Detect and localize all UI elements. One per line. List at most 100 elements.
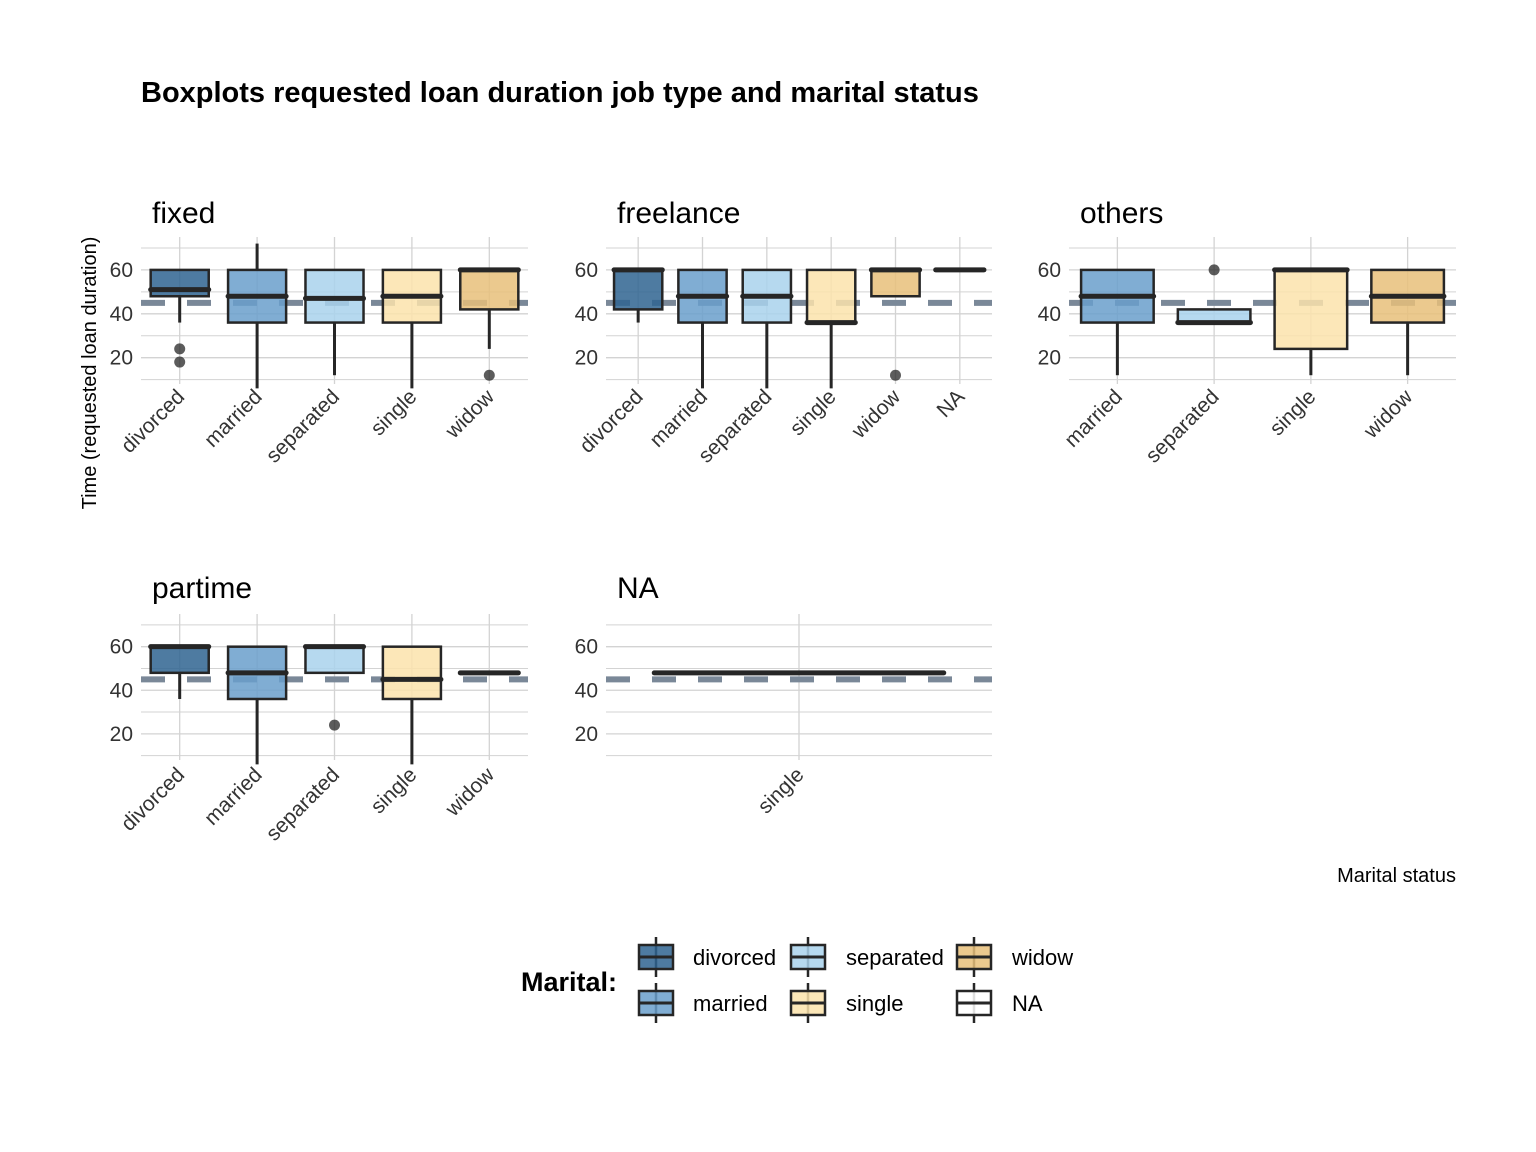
x-tick-label: married (200, 763, 267, 830)
y-tick-label: 20 (110, 347, 133, 370)
y-tick-label: 20 (575, 723, 598, 746)
legend-label: widow (1011, 945, 1073, 970)
x-tick-label: separated (1141, 385, 1223, 467)
panel-2: others 20 40 60 married separated single widow (1038, 197, 1456, 468)
box-divorced (611, 267, 665, 323)
box-married (1078, 268, 1157, 376)
legend-key-married (637, 983, 675, 1023)
x-tick-label: single (753, 763, 808, 818)
legend-label: separated (846, 945, 944, 970)
box-body (870, 268, 921, 298)
box-separated (302, 644, 367, 731)
outlier-point (174, 343, 186, 355)
box-body (805, 268, 857, 324)
x-tick-label: single (366, 763, 421, 818)
panel-strip-label: NA (617, 572, 659, 605)
y-axis-title: Time (requested loan duration) (79, 237, 101, 510)
legend-key-single (789, 983, 827, 1023)
outlier-point (890, 369, 901, 381)
box-single (380, 645, 444, 765)
box-NA (933, 267, 987, 273)
legend-label: single (846, 991, 903, 1016)
box-married (225, 243, 289, 389)
y-tick-label: 60 (110, 636, 133, 659)
box-body (1273, 268, 1349, 351)
x-tick-label: single (1265, 385, 1320, 440)
x-tick-label: divorced (117, 385, 189, 457)
x-tick-label: separated (262, 385, 344, 467)
box-separated (1175, 264, 1253, 326)
x-tick-label: widow (441, 763, 500, 822)
x-tick-label: single (786, 385, 841, 440)
y-tick-label: 40 (110, 303, 133, 326)
box-married (225, 645, 289, 765)
panel-strip-label: others (1080, 197, 1163, 230)
box-single (804, 268, 858, 389)
box-married (675, 268, 730, 389)
x-tick-label: separated (262, 763, 344, 845)
legend: Marital: divorced separated widow married si… (521, 937, 1073, 1023)
outlier-point (174, 356, 186, 368)
legend-title: Marital: (521, 967, 617, 997)
box-single (1272, 267, 1350, 376)
legend-label: married (693, 991, 768, 1016)
box-body (459, 268, 520, 311)
x-tick-label: NA (932, 385, 969, 422)
box-widow (457, 267, 521, 381)
legend-key-separated (789, 937, 827, 977)
x-tick-label: widow (1359, 385, 1418, 444)
box-single (380, 268, 444, 389)
outlier-point (329, 719, 340, 731)
y-tick-label: 60 (575, 636, 598, 659)
legend-label: NA (1012, 991, 1043, 1016)
y-tick-label: 40 (575, 679, 598, 702)
panel-strip-label: freelance (617, 197, 740, 230)
outlier-point (1208, 264, 1220, 276)
panel-4: NA 20 40 60 single (575, 572, 992, 818)
box-divorced (148, 644, 212, 699)
y-tick-label: 40 (1038, 303, 1061, 326)
x-tick-label: single (366, 385, 421, 440)
y-tick-label: 60 (110, 259, 133, 282)
outlier-point (483, 369, 495, 381)
box-body (149, 268, 210, 298)
legend-key-divorced (637, 937, 675, 977)
box-widow (868, 267, 923, 381)
x-axis-title: Marital status (1337, 865, 1456, 887)
y-tick-label: 60 (1038, 259, 1061, 282)
box-widow (1368, 268, 1447, 376)
y-tick-label: 20 (1038, 347, 1061, 370)
y-tick-label: 20 (110, 723, 133, 746)
x-tick-label: divorced (575, 385, 647, 457)
box-body (304, 645, 365, 675)
legend-label: divorced (693, 945, 776, 970)
y-tick-label: 40 (110, 679, 133, 702)
box-separated (740, 268, 794, 389)
panel-strip-label: fixed (152, 197, 215, 230)
x-tick-label: married (1060, 385, 1127, 452)
y-tick-label: 40 (575, 303, 598, 326)
legend-key-widow (955, 937, 993, 977)
box-body (149, 645, 210, 675)
legend-key-NA (955, 983, 993, 1023)
x-tick-label: widow (847, 385, 906, 444)
box-body (612, 268, 664, 311)
x-tick-label: married (200, 385, 267, 452)
x-tick-label: divorced (117, 763, 189, 835)
box-single (651, 670, 947, 676)
y-tick-label: 20 (575, 347, 598, 370)
y-tick-label: 60 (575, 259, 598, 282)
panel-strip-label: partime (152, 572, 252, 605)
box-body (381, 645, 443, 701)
x-tick-label: married (645, 385, 712, 452)
box-divorced (148, 268, 212, 368)
box-separated (302, 268, 367, 376)
box-widow (457, 670, 521, 676)
chart-title: Boxplots requested loan duration job typ… (141, 77, 979, 109)
x-tick-label: widow (441, 385, 500, 444)
